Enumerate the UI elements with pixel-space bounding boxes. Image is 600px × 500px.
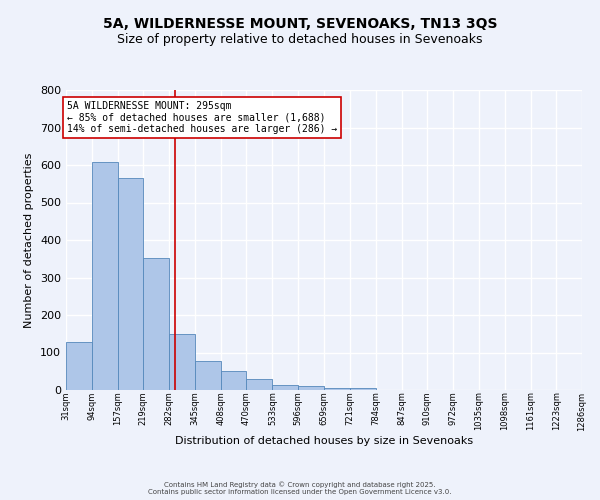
Bar: [118, 178, 143, 390]
Text: Contains public sector information licensed under the Open Government Licence v3: Contains public sector information licen…: [148, 489, 452, 495]
Bar: [298, 386, 324, 390]
Text: Size of property relative to detached houses in Sevenoaks: Size of property relative to detached ho…: [117, 32, 483, 46]
Bar: [169, 334, 195, 390]
X-axis label: Distribution of detached houses by size in Sevenoaks: Distribution of detached houses by size …: [175, 436, 473, 446]
Y-axis label: Number of detached properties: Number of detached properties: [25, 152, 34, 328]
Bar: [221, 370, 247, 390]
Bar: [272, 385, 298, 390]
Text: 5A, WILDERNESSE MOUNT, SEVENOAKS, TN13 3QS: 5A, WILDERNESSE MOUNT, SEVENOAKS, TN13 3…: [103, 18, 497, 32]
Bar: [195, 361, 221, 390]
Text: Contains HM Land Registry data © Crown copyright and database right 2025.: Contains HM Land Registry data © Crown c…: [164, 481, 436, 488]
Text: 5A WILDERNESSE MOUNT: 295sqm
← 85% of detached houses are smaller (1,688)
14% of: 5A WILDERNESSE MOUNT: 295sqm ← 85% of de…: [67, 101, 337, 134]
Bar: [66, 342, 92, 390]
Bar: [324, 388, 350, 390]
Bar: [92, 162, 118, 390]
Bar: [143, 258, 169, 390]
Bar: [247, 379, 272, 390]
Bar: [350, 388, 376, 390]
